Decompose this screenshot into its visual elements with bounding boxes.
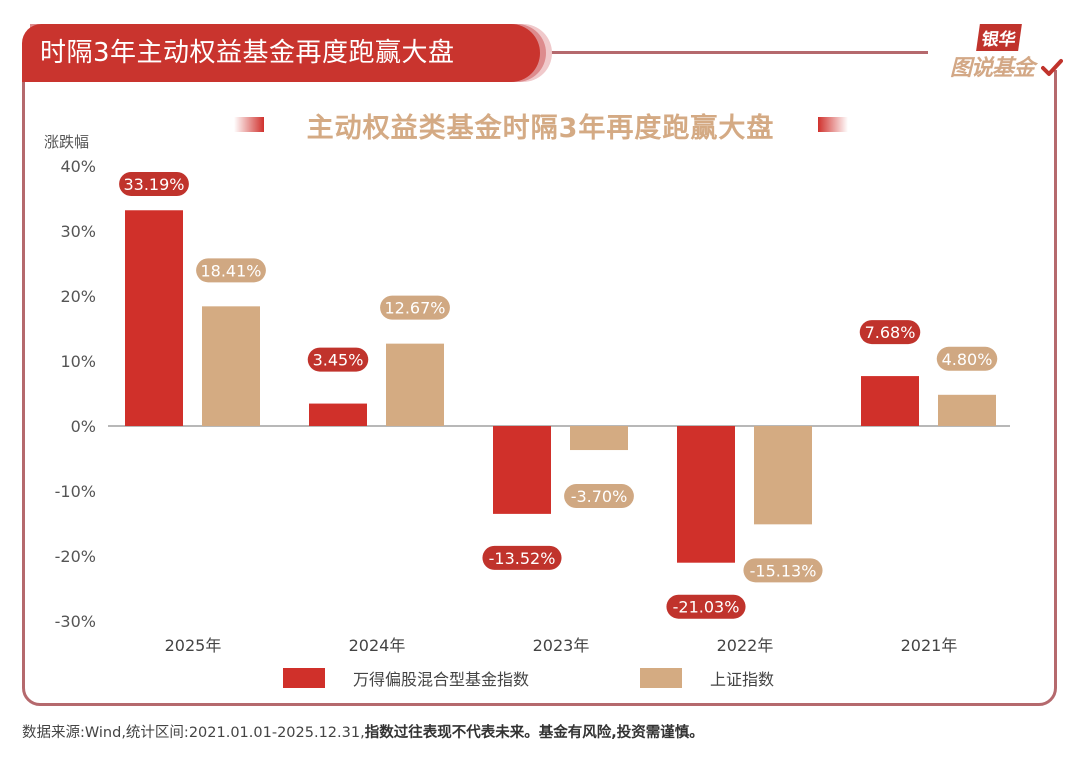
header-divider-line — [548, 51, 928, 54]
data-label: 7.68% — [865, 323, 916, 342]
bar-fund-index — [677, 426, 735, 563]
x-tick-label: 2023年 — [533, 636, 590, 655]
y-tick-label: 20% — [60, 287, 96, 306]
bar-shanghai-index — [202, 306, 260, 426]
data-label: 33.19% — [123, 175, 184, 194]
y-tick-label: -20% — [55, 547, 96, 566]
legend-swatch-fund-index — [283, 668, 325, 688]
data-label: -13.52% — [489, 549, 556, 568]
data-label-pill — [196, 258, 266, 283]
x-tick-label: 2022年 — [717, 636, 774, 655]
y-tick-label: 40% — [60, 157, 96, 176]
data-label-pill — [743, 558, 823, 583]
data-label-pill — [482, 545, 562, 570]
data-label-pill — [666, 594, 746, 619]
legend-swatch-shanghai-index — [640, 668, 682, 688]
bar-fund-index — [861, 376, 919, 426]
bar-fund-index — [493, 426, 551, 514]
data-label-pill — [380, 295, 450, 320]
bar-fund-index — [309, 403, 367, 426]
data-label: -3.70% — [571, 487, 628, 506]
data-label-pill — [936, 346, 998, 371]
footer-note: 数据来源:Wind,统计区间:2021.01.01-2025.12.31,指数过… — [22, 721, 704, 742]
y-tick-label: -10% — [55, 482, 96, 501]
bar-shanghai-index — [938, 394, 996, 426]
risk-disclaimer-text: 指数过往表现不代表未来。基金有风险,投资需谨慎。 — [364, 725, 704, 741]
x-tick-label: 2025年 — [165, 636, 222, 655]
bar-fund-index — [125, 210, 183, 426]
data-label-pill — [119, 172, 189, 196]
x-tick-label: 2021年 — [901, 636, 958, 655]
subtitle-decoration-right — [818, 117, 848, 132]
chart-title: 主动权益类基金时隔3年再度跑赢大盘 — [306, 113, 775, 144]
data-label: 12.67% — [384, 299, 445, 318]
data-label-pill — [564, 484, 634, 509]
data-label: 18.41% — [200, 261, 261, 280]
page-title: 时隔3年主动权益基金再度跑赢大盘 — [22, 24, 540, 82]
y-tick-label: 30% — [60, 222, 96, 241]
legend-item-shanghai-index: 上证指数 — [640, 667, 774, 689]
bar-shanghai-index — [570, 426, 628, 451]
legend-label-fund-index: 万得偏股混合型基金指数 — [353, 670, 530, 689]
data-label-pill — [859, 320, 921, 345]
checkmark-icon — [1041, 59, 1063, 76]
data-label: 4.80% — [942, 350, 993, 369]
y-tick-label: -30% — [55, 612, 96, 631]
x-tick-label: 2024年 — [349, 636, 406, 655]
brand-logo: 银华 图说基金 — [945, 22, 1065, 82]
bar-shanghai-index — [386, 343, 444, 426]
legend-item-fund-index: 万得偏股混合型基金指数 — [283, 667, 529, 689]
data-source-text: 数据来源:Wind,统计区间:2021.01.01-2025.12.31, — [22, 725, 365, 741]
data-label: -15.13% — [750, 561, 817, 580]
subtitle-decoration-left — [234, 117, 264, 132]
legend-label-shanghai-index: 上证指数 — [710, 670, 775, 689]
data-label: 3.45% — [313, 351, 364, 370]
data-label-pill — [307, 347, 369, 372]
y-tick-label: 0% — [71, 417, 96, 436]
y-tick-label: 10% — [60, 352, 96, 371]
data-label: -21.03% — [673, 598, 740, 617]
logo-series-text: 图说基金 — [950, 56, 1035, 81]
bar-shanghai-index — [754, 426, 812, 525]
y-axis-title: 涨跌幅 — [44, 133, 90, 151]
